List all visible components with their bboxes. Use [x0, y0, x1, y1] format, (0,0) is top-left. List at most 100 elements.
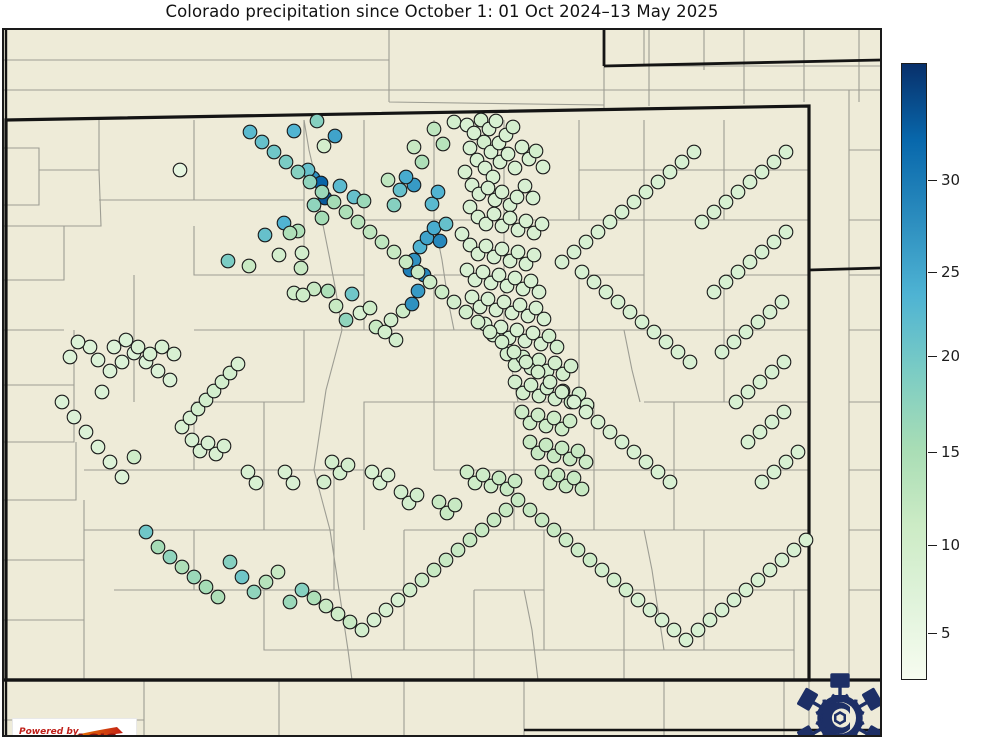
station-marker[interactable] [586, 274, 602, 290]
station-marker[interactable] [554, 440, 570, 456]
station-marker[interactable] [386, 244, 402, 260]
station-marker[interactable] [172, 162, 188, 178]
station-marker[interactable] [738, 324, 754, 340]
station-marker[interactable] [630, 592, 646, 608]
station-marker[interactable] [742, 174, 758, 190]
station-marker[interactable] [514, 404, 530, 420]
station-marker[interactable] [494, 334, 510, 350]
station-marker[interactable] [610, 294, 626, 310]
station-marker[interactable] [377, 324, 393, 340]
station-marker[interactable] [505, 119, 521, 135]
station-marker[interactable] [338, 204, 354, 220]
station-marker[interactable] [70, 334, 86, 350]
station-marker[interactable] [634, 314, 650, 330]
station-marker[interactable] [332, 178, 348, 194]
station-marker[interactable] [507, 374, 523, 390]
station-marker[interactable] [242, 124, 258, 140]
station-marker[interactable] [446, 294, 462, 310]
station-marker[interactable] [342, 614, 358, 630]
station-marker[interactable] [446, 114, 462, 130]
station-marker[interactable] [674, 154, 690, 170]
station-marker[interactable] [740, 384, 756, 400]
station-marker[interactable] [538, 437, 554, 453]
station-marker[interactable] [90, 439, 106, 455]
station-marker[interactable] [754, 474, 770, 490]
station-marker[interactable] [434, 284, 450, 300]
station-marker[interactable] [670, 344, 686, 360]
station-marker[interactable] [404, 296, 420, 312]
station-marker[interactable] [102, 454, 118, 470]
station-marker[interactable] [356, 193, 372, 209]
station-marker[interactable] [254, 134, 270, 150]
station-marker[interactable] [114, 354, 130, 370]
station-marker[interactable] [614, 434, 630, 450]
station-marker[interactable] [650, 464, 666, 480]
station-marker[interactable] [666, 622, 682, 638]
station-marker[interactable] [766, 154, 782, 170]
station-marker[interactable] [694, 214, 710, 230]
station-marker[interactable] [578, 454, 594, 470]
station-marker[interactable] [286, 123, 302, 139]
station-marker[interactable] [241, 258, 257, 274]
station-marker[interactable] [526, 247, 542, 263]
station-marker[interactable] [294, 582, 310, 598]
station-marker[interactable] [450, 542, 466, 558]
station-marker[interactable] [246, 584, 262, 600]
station-marker[interactable] [459, 262, 475, 278]
station-marker[interactable] [726, 592, 742, 608]
station-marker[interactable] [510, 244, 526, 260]
station-marker[interactable] [426, 121, 442, 137]
station-marker[interactable] [464, 289, 480, 305]
station-marker[interactable] [162, 372, 178, 388]
station-marker[interactable] [184, 432, 200, 448]
station-marker[interactable] [488, 113, 504, 129]
station-marker[interactable] [435, 136, 451, 152]
station-marker[interactable] [662, 474, 678, 490]
station-marker[interactable] [766, 234, 782, 250]
station-marker[interactable] [475, 264, 491, 280]
station-marker[interactable] [431, 494, 447, 510]
station-marker[interactable] [458, 304, 474, 320]
station-marker[interactable] [530, 407, 546, 423]
station-marker[interactable] [536, 311, 552, 327]
station-marker[interactable] [563, 358, 579, 374]
station-marker[interactable] [678, 632, 694, 648]
station-marker[interactable] [776, 404, 792, 420]
station-marker[interactable] [438, 552, 454, 568]
station-marker[interactable] [535, 159, 551, 175]
station-marker[interactable] [525, 325, 541, 341]
station-marker[interactable] [602, 424, 618, 440]
station-marker[interactable] [714, 602, 730, 618]
station-marker[interactable] [752, 374, 768, 390]
station-marker[interactable] [466, 125, 482, 141]
station-marker[interactable] [426, 562, 442, 578]
station-marker[interactable] [150, 363, 166, 379]
station-marker[interactable] [198, 579, 214, 595]
station-marker[interactable] [546, 410, 562, 426]
station-marker[interactable] [126, 449, 142, 465]
station-marker[interactable] [166, 346, 182, 362]
station-marker[interactable] [646, 324, 662, 340]
station-marker[interactable] [230, 356, 246, 372]
station-marker[interactable] [380, 467, 396, 483]
station-marker[interactable] [650, 174, 666, 190]
station-marker[interactable] [316, 474, 332, 490]
station-marker[interactable] [642, 602, 658, 618]
station-marker[interactable] [248, 475, 264, 491]
station-marker[interactable] [318, 598, 334, 614]
station-marker[interactable] [574, 264, 590, 280]
station-marker[interactable] [550, 467, 566, 483]
station-marker[interactable] [798, 532, 814, 548]
station-marker[interactable] [764, 364, 780, 380]
station-marker[interactable] [130, 339, 146, 355]
station-marker[interactable] [491, 267, 507, 283]
station-marker[interactable] [562, 413, 578, 429]
station-marker[interactable] [200, 435, 216, 451]
station-marker[interactable] [454, 226, 470, 242]
station-marker[interactable] [302, 174, 318, 190]
station-marker[interactable] [90, 352, 106, 368]
station-marker[interactable] [462, 532, 478, 548]
station-marker[interactable] [366, 612, 382, 628]
station-marker[interactable] [406, 139, 422, 155]
station-marker[interactable] [414, 572, 430, 588]
